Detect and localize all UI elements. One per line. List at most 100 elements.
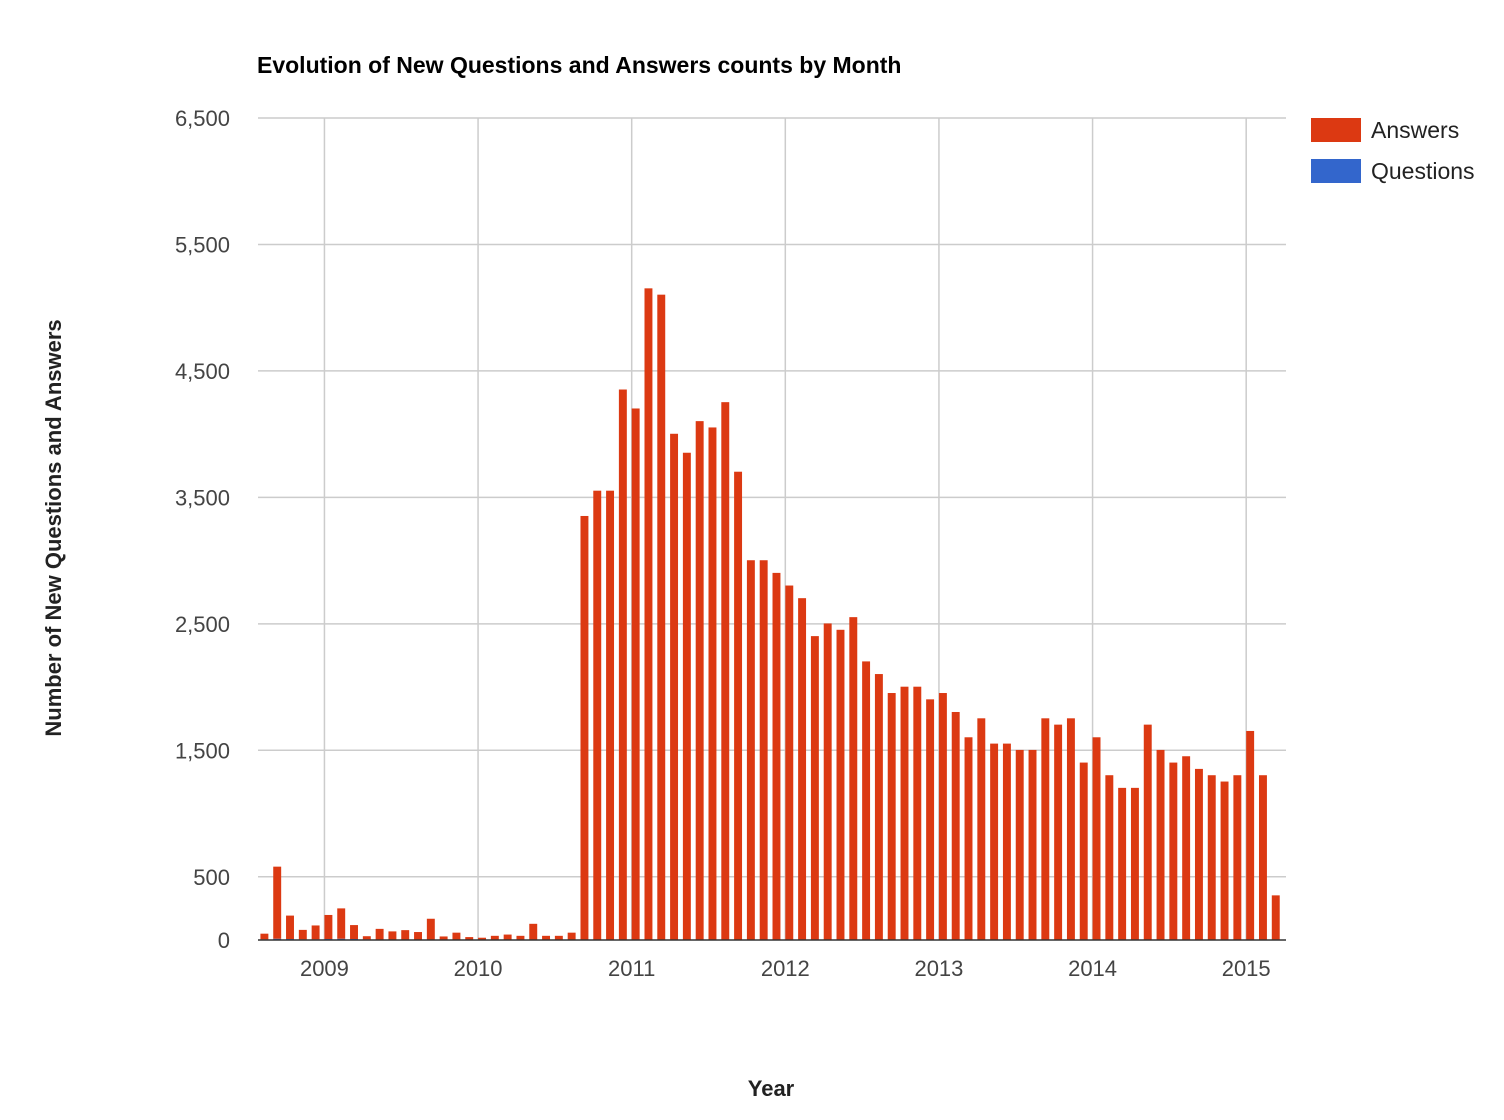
bar-answers xyxy=(298,929,307,940)
bar-answers xyxy=(1194,768,1203,940)
bar-answers xyxy=(516,935,525,940)
bar-answers xyxy=(823,623,832,940)
bar-answers xyxy=(862,661,871,940)
bar-answers xyxy=(503,934,512,940)
bar-answers xyxy=(426,918,435,940)
bar-answers xyxy=(926,699,935,940)
bar-answers xyxy=(593,490,602,940)
bar-answers xyxy=(1258,775,1267,940)
bar-answers xyxy=(836,629,845,940)
bar-answers xyxy=(874,674,883,940)
bar-answers xyxy=(580,515,589,940)
bar-answers xyxy=(951,711,960,940)
bar-answers xyxy=(1233,775,1242,940)
bar-answers xyxy=(260,933,269,940)
bar-answers xyxy=(1118,787,1127,940)
bar-answers xyxy=(1182,756,1191,940)
bar-answers xyxy=(1271,895,1280,940)
bar-answers xyxy=(734,471,743,940)
bar-answers xyxy=(401,930,410,940)
y-tick-label: 2,500 xyxy=(175,612,230,637)
bar-answers xyxy=(1002,743,1011,940)
bar-answers xyxy=(746,560,755,940)
x-tick-label: 2010 xyxy=(454,956,503,981)
bar-answers xyxy=(452,932,461,940)
bar-answers xyxy=(900,686,909,940)
bar-answers xyxy=(1169,762,1178,940)
bar-answers xyxy=(708,427,717,940)
bar-answers xyxy=(465,937,474,940)
bar-answers xyxy=(810,636,819,940)
bar-answers xyxy=(324,914,333,939)
bar-answers xyxy=(938,693,947,940)
bar-answers xyxy=(990,743,999,940)
bar-answers xyxy=(273,866,282,939)
bar-answers xyxy=(490,935,499,940)
y-tick-label: 500 xyxy=(193,865,230,890)
bar-answers xyxy=(977,718,986,940)
bar-answers xyxy=(964,737,973,940)
x-tick-label: 2012 xyxy=(761,956,810,981)
bar-answers xyxy=(695,421,704,940)
bar-answers xyxy=(567,932,576,940)
bar-answers xyxy=(529,923,538,940)
bars xyxy=(260,288,1280,940)
x-axis-ticks: 2009 2010 2011 2012 2013 2014 2015 xyxy=(300,956,1271,981)
bar-answers xyxy=(1066,718,1075,940)
bar-answers xyxy=(375,928,384,940)
bar-answers xyxy=(887,693,896,940)
legend-label: Answers xyxy=(1371,117,1459,143)
x-tick-label: 2014 xyxy=(1068,956,1117,981)
bar-answers xyxy=(439,936,448,940)
bar-answers xyxy=(1092,737,1101,940)
x-axis-title: Year xyxy=(748,1076,795,1101)
bar-answers xyxy=(721,402,730,940)
bar-answers xyxy=(286,915,294,939)
bar-answers xyxy=(798,598,807,940)
bar-answers xyxy=(644,288,653,940)
bar-answers xyxy=(554,935,563,940)
bar-answers xyxy=(1220,781,1229,940)
bar-answers xyxy=(606,490,615,940)
bar-answers xyxy=(1143,724,1152,940)
bar-answers xyxy=(657,294,666,940)
bar-answers xyxy=(1079,762,1088,940)
bar-answers xyxy=(759,560,768,940)
x-tick-label: 2009 xyxy=(300,956,349,981)
bar-answers xyxy=(478,937,487,940)
bar-answers xyxy=(785,585,794,940)
y-axis-title: Number of New Questions and Answers xyxy=(41,319,66,736)
bar-answers xyxy=(1246,730,1255,940)
y-tick-label: 3,500 xyxy=(175,485,230,510)
x-tick-label: 2013 xyxy=(914,956,963,981)
legend-swatch xyxy=(1311,118,1361,142)
y-axis-ticks: 0 500 1,500 2,500 3,500 4,500 5,500 6,500 xyxy=(175,106,230,953)
x-tick-label: 2015 xyxy=(1222,956,1271,981)
bar-answers xyxy=(1041,718,1050,940)
bar-answers xyxy=(631,408,640,940)
y-tick-label: 0 xyxy=(218,928,230,953)
bar-answers xyxy=(311,925,320,940)
bar-answers xyxy=(849,617,858,940)
bar-answers xyxy=(388,931,397,940)
bar-answers xyxy=(1054,724,1063,940)
y-tick-label: 6,500 xyxy=(175,106,230,131)
bar-answers xyxy=(1015,749,1024,940)
y-tick-label: 1,500 xyxy=(175,738,230,763)
legend-label: Questions xyxy=(1371,158,1475,184)
bar-answers xyxy=(913,686,922,940)
y-tick-label: 4,500 xyxy=(175,359,230,384)
bar-answers xyxy=(362,936,371,940)
bar-answers xyxy=(414,932,422,940)
bar-answers xyxy=(1028,749,1037,940)
bar-answers xyxy=(542,935,551,940)
legend-swatch xyxy=(1311,159,1361,183)
bar-answers xyxy=(337,908,346,939)
bar-answers xyxy=(682,452,691,940)
bar-answers xyxy=(1156,749,1165,940)
y-tick-label: 5,500 xyxy=(175,232,230,257)
bar-answers xyxy=(618,389,627,940)
bar-answers xyxy=(1130,787,1139,940)
bar-answers xyxy=(1105,775,1114,940)
